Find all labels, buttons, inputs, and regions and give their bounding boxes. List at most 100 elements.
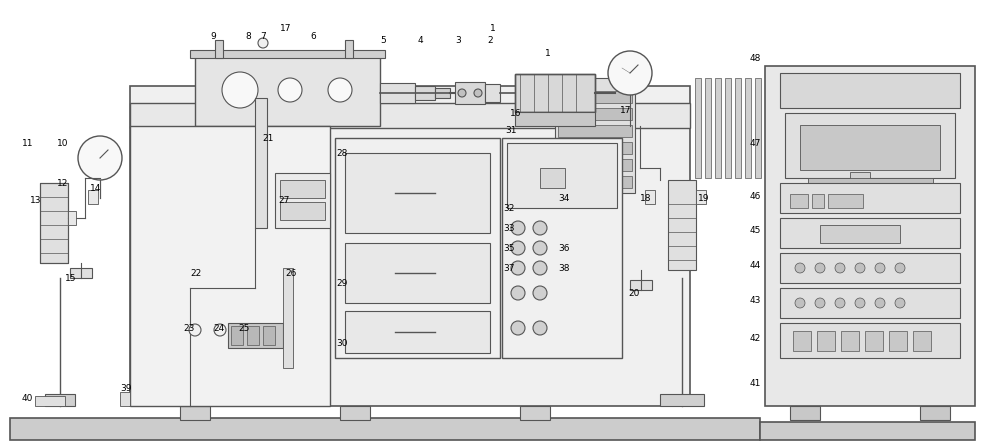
Bar xyxy=(558,108,632,120)
Bar xyxy=(660,394,704,406)
Bar xyxy=(485,84,500,102)
Circle shape xyxy=(222,72,258,108)
Bar xyxy=(10,418,760,440)
Text: 47: 47 xyxy=(750,138,761,147)
Bar xyxy=(808,178,933,188)
Text: 20: 20 xyxy=(628,289,639,297)
Bar xyxy=(275,173,330,228)
Bar xyxy=(345,243,490,303)
Circle shape xyxy=(533,321,547,335)
Bar xyxy=(850,172,870,180)
Text: 26: 26 xyxy=(285,268,296,277)
Circle shape xyxy=(855,263,865,273)
Bar xyxy=(215,40,223,58)
Bar xyxy=(755,78,761,178)
Circle shape xyxy=(875,263,885,273)
Text: 8: 8 xyxy=(245,31,251,40)
Bar xyxy=(812,194,824,208)
Bar xyxy=(515,112,595,126)
Bar xyxy=(668,180,696,270)
Bar xyxy=(696,190,706,204)
Bar xyxy=(283,268,293,368)
Bar xyxy=(841,331,859,351)
Text: 1: 1 xyxy=(545,48,551,57)
Bar xyxy=(889,331,907,351)
Bar xyxy=(130,103,690,128)
Text: 6: 6 xyxy=(310,31,316,40)
Text: 39: 39 xyxy=(120,383,132,392)
Bar xyxy=(228,323,283,348)
Text: 27: 27 xyxy=(278,195,289,204)
Text: 36: 36 xyxy=(558,244,570,253)
Bar xyxy=(630,280,652,290)
Text: 44: 44 xyxy=(750,260,761,270)
Bar xyxy=(790,406,820,420)
Text: 2: 2 xyxy=(487,35,493,44)
Bar xyxy=(725,78,731,178)
Text: 5: 5 xyxy=(380,35,386,44)
Text: 1: 1 xyxy=(490,23,496,33)
Bar xyxy=(345,40,353,58)
Bar xyxy=(790,194,808,208)
Circle shape xyxy=(533,286,547,300)
Text: 45: 45 xyxy=(750,225,761,234)
Circle shape xyxy=(533,241,547,255)
Bar xyxy=(735,78,741,178)
Text: 40: 40 xyxy=(22,393,33,402)
Text: 28: 28 xyxy=(336,148,347,158)
Circle shape xyxy=(815,298,825,308)
Bar xyxy=(340,406,370,420)
Text: 14: 14 xyxy=(90,184,101,193)
Text: 21: 21 xyxy=(262,134,273,142)
Circle shape xyxy=(533,261,547,275)
Text: 9: 9 xyxy=(210,31,216,40)
Bar xyxy=(780,288,960,318)
Bar xyxy=(435,88,450,98)
Text: 43: 43 xyxy=(750,296,761,305)
Bar xyxy=(345,153,490,233)
Text: 16: 16 xyxy=(510,108,522,117)
Circle shape xyxy=(278,78,302,102)
Text: 17: 17 xyxy=(620,105,632,115)
Circle shape xyxy=(474,89,482,97)
Bar xyxy=(705,78,711,178)
Bar xyxy=(645,190,655,204)
Text: 12: 12 xyxy=(57,178,68,188)
Bar xyxy=(263,326,275,345)
Bar xyxy=(760,422,975,440)
Bar xyxy=(70,268,92,278)
Bar xyxy=(190,50,385,58)
Circle shape xyxy=(511,321,525,335)
Circle shape xyxy=(895,298,905,308)
Text: 42: 42 xyxy=(750,333,761,343)
Bar xyxy=(88,190,98,204)
Bar xyxy=(455,82,485,104)
Bar xyxy=(130,86,690,406)
Bar xyxy=(558,125,632,137)
Bar xyxy=(520,406,550,420)
Circle shape xyxy=(189,324,201,336)
Text: 4: 4 xyxy=(418,35,424,44)
Bar xyxy=(765,66,975,406)
Text: 41: 41 xyxy=(750,379,761,388)
Bar xyxy=(820,225,900,243)
Text: 29: 29 xyxy=(336,279,347,288)
Bar xyxy=(380,83,415,103)
Bar xyxy=(35,396,65,406)
Bar xyxy=(130,126,330,406)
Circle shape xyxy=(855,298,865,308)
Circle shape xyxy=(875,298,885,308)
Text: 15: 15 xyxy=(65,273,76,283)
Bar xyxy=(515,74,595,112)
Circle shape xyxy=(214,324,226,336)
Bar xyxy=(415,86,435,100)
Text: 17: 17 xyxy=(280,23,292,33)
Bar xyxy=(195,56,380,126)
Text: 13: 13 xyxy=(30,195,42,204)
Bar xyxy=(515,74,595,112)
Bar xyxy=(745,78,751,178)
Circle shape xyxy=(533,221,547,235)
Bar xyxy=(793,331,811,351)
Text: 7: 7 xyxy=(260,31,266,40)
Circle shape xyxy=(835,263,845,273)
